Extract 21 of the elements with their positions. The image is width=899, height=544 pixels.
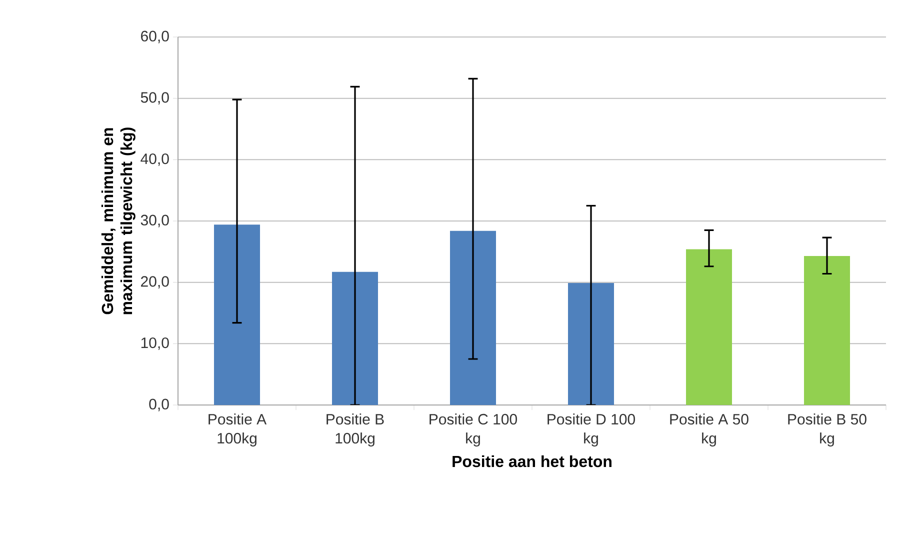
bar <box>686 249 732 405</box>
y-tick-label: 30,0 <box>140 214 169 228</box>
y-tick-label: 10,0 <box>141 337 169 350</box>
x-tick-label: Positie D 100 kg <box>548 414 635 447</box>
bar <box>568 282 614 405</box>
bar <box>804 256 850 405</box>
bar <box>450 230 496 405</box>
y-tick-label: 50,0 <box>140 92 169 105</box>
x-tick-label: Positie A 50 kg <box>670 414 748 447</box>
x-axis-title: Positie aan het beton <box>452 455 612 468</box>
y-tick-label: 0,0 <box>149 398 169 412</box>
x-tick-label: Positie B 50 kg <box>788 414 866 447</box>
x-tick-label: Positie B 100kg <box>326 414 384 447</box>
bar <box>214 224 260 405</box>
y-axis-title: Gemiddeld, minimum en maximum tilgewicht (kg) <box>101 128 136 314</box>
y-tick-label: 60,0 <box>141 30 169 44</box>
bar <box>332 272 378 405</box>
x-tick-label: Positie C 100 kg <box>430 414 517 447</box>
y-tick-label: 40,0 <box>140 153 169 166</box>
y-tick-label: 20,0 <box>141 276 169 289</box>
x-tick-label: Positie A 100kg <box>208 414 267 447</box>
